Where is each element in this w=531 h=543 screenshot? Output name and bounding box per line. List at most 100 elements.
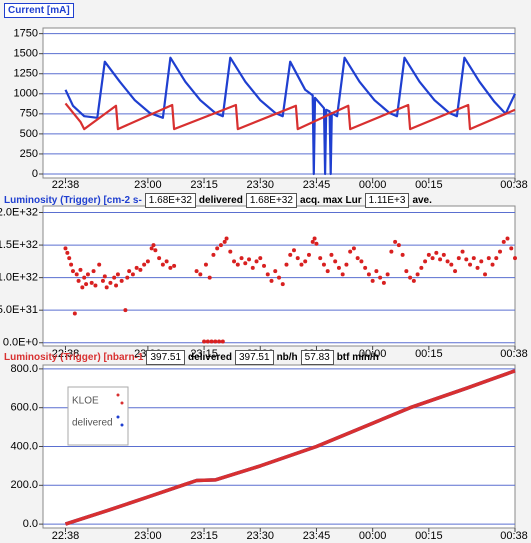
data-point: [134, 265, 139, 270]
x-tick-label: 22:38: [52, 530, 80, 542]
data-point: [441, 252, 446, 257]
y-tick-label: 1000: [14, 88, 38, 100]
data-point: [374, 269, 379, 274]
data-point: [501, 239, 506, 244]
panel-header: Current [mA]: [4, 3, 74, 18]
data-point: [370, 278, 375, 283]
data-point: [318, 256, 323, 261]
y-tick-label: 0: [32, 168, 38, 180]
panel-header: Luminosity (Trigger) [cm-2 s- 1.68E+32 del…: [4, 193, 432, 208]
data-point: [153, 248, 158, 253]
x-tick-label: 00:38: [500, 179, 528, 191]
data-point: [194, 269, 199, 274]
data-point: [138, 267, 143, 272]
data-point: [104, 285, 109, 290]
data-point: [385, 272, 390, 277]
data-point: [464, 257, 469, 262]
data-point: [119, 278, 124, 283]
data-point: [419, 265, 424, 270]
x-tick-label: 22:38: [52, 348, 80, 360]
readout-value: 1.68E+32: [144, 193, 196, 208]
data-point: [215, 246, 220, 251]
data-point: [295, 256, 300, 261]
data-point: [102, 274, 107, 279]
data-point: [299, 262, 304, 267]
data-point: [393, 239, 398, 244]
data-point: [108, 280, 113, 285]
data-point: [209, 339, 214, 344]
data-point: [378, 275, 383, 280]
data-point: [381, 280, 386, 285]
legend-marker: [120, 423, 124, 427]
x-tick-label: 23:45: [303, 179, 331, 191]
data-point: [426, 252, 431, 257]
data-point: [258, 256, 263, 261]
data-point: [486, 256, 491, 261]
x-tick-label: 00:00: [359, 348, 387, 360]
data-point: [114, 283, 119, 288]
data-point: [329, 252, 334, 257]
x-tick-label: 23:15: [190, 179, 218, 191]
data-point: [306, 252, 311, 257]
data-point: [84, 282, 89, 287]
data-point: [203, 262, 208, 267]
data-point: [505, 236, 510, 241]
readout-label: delivered: [188, 352, 232, 363]
readout-label: acq. max Lur: [299, 195, 362, 206]
data-point: [389, 249, 394, 254]
y-tick-label: 0.0: [23, 518, 38, 530]
data-point: [127, 269, 132, 274]
data-point: [228, 249, 233, 254]
data-point: [151, 243, 156, 248]
data-point: [404, 269, 409, 274]
data-line: [64, 369, 516, 526]
x-tick-label: 00:38: [500, 348, 528, 360]
data-point: [72, 311, 77, 316]
data-point: [321, 262, 326, 267]
data-point: [239, 256, 244, 261]
data-point: [168, 265, 173, 270]
readout-value: 1.68E+32: [245, 193, 297, 208]
legend-label: delivered: [72, 418, 113, 429]
data-point: [310, 239, 315, 244]
data-point: [63, 246, 68, 251]
y-tick-label: 600.0: [10, 402, 38, 414]
y-tick-label: 0.0E+0: [3, 337, 38, 349]
x-tick-label: 23:15: [190, 348, 218, 360]
data-point: [445, 259, 450, 264]
data-point: [65, 250, 70, 255]
chart-title: Luminosity (Trigger) [nbarn-1: [4, 352, 144, 363]
data-point: [415, 272, 420, 277]
data-point: [348, 249, 353, 254]
y-tick-label: 500: [20, 128, 38, 140]
x-tick-label: 00:38: [500, 530, 528, 542]
data-point: [312, 236, 317, 241]
data-point: [438, 257, 443, 262]
legend-marker: [116, 393, 120, 397]
panel-header: Luminosity (Trigger) [nbarn-1 397.51 deliv…: [4, 350, 379, 365]
data-point: [205, 339, 210, 344]
y-tick-label: 5.0E+31: [0, 304, 38, 316]
data-point: [344, 262, 349, 267]
data-point: [355, 256, 360, 261]
x-tick-label: 23:30: [247, 530, 275, 542]
data-point: [82, 275, 87, 280]
x-tick-label: 00:15: [415, 179, 443, 191]
y-tick-label: 750: [20, 108, 38, 120]
readout-label: ave.: [412, 195, 432, 206]
x-tick-label: 22:38: [52, 179, 80, 191]
data-point: [280, 282, 285, 287]
data-point: [67, 256, 72, 261]
data-line: [64, 102, 516, 131]
data-point: [130, 272, 135, 277]
data-point: [351, 246, 356, 251]
data-point: [273, 269, 278, 274]
y-tick-label: 1500: [14, 48, 38, 60]
y-tick-label: 1250: [14, 68, 38, 80]
legend-marker: [120, 401, 124, 405]
data-point: [145, 259, 150, 264]
data-point: [430, 256, 435, 261]
data-point: [314, 241, 319, 246]
data-point: [513, 256, 517, 261]
